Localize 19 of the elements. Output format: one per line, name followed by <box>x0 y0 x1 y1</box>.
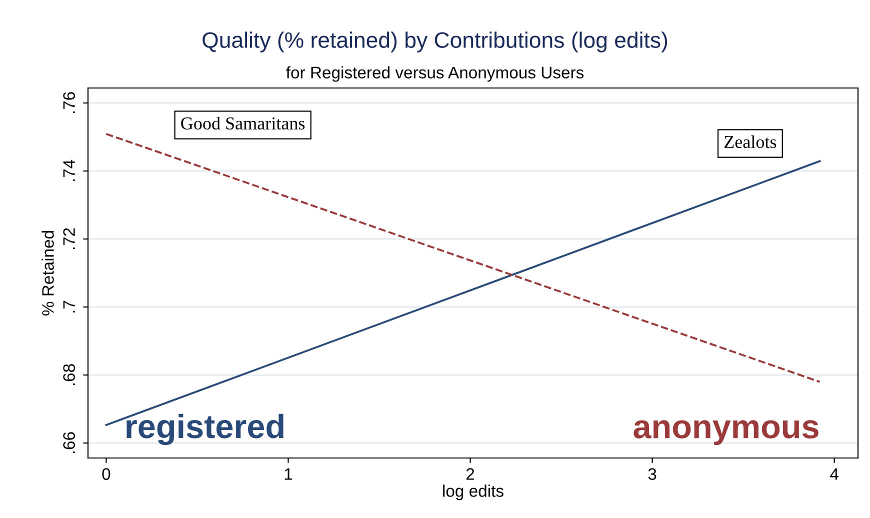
y-tick-label: .74 <box>63 160 75 182</box>
x-tick-label: 1 <box>284 468 292 480</box>
chart-subtitle: for Registered versus Anonymous Users <box>286 66 584 82</box>
series-label: anonymous <box>634 420 818 446</box>
y-axis-title: % Retained <box>42 230 54 316</box>
x-tick-label: 2 <box>466 468 474 480</box>
x-axis-title: log edits <box>443 484 504 500</box>
y-tick-label: .68 <box>63 364 75 386</box>
x-tick-label: 4 <box>830 468 838 480</box>
y-tick-label: .76 <box>63 92 75 114</box>
series-label: registered <box>126 414 284 446</box>
chart-title: Quality (% retained) by Contributions (log edits) <box>202 32 668 52</box>
annotation: Good Samaritans <box>181 116 305 130</box>
y-tick-label: .7 <box>63 300 75 312</box>
x-tick-label: 0 <box>102 468 110 480</box>
y-tick-label: .72 <box>63 228 75 250</box>
y-tick-label: .66 <box>63 432 75 454</box>
x-tick-label: 3 <box>648 468 656 480</box>
annotation: Zealots <box>724 135 776 148</box>
